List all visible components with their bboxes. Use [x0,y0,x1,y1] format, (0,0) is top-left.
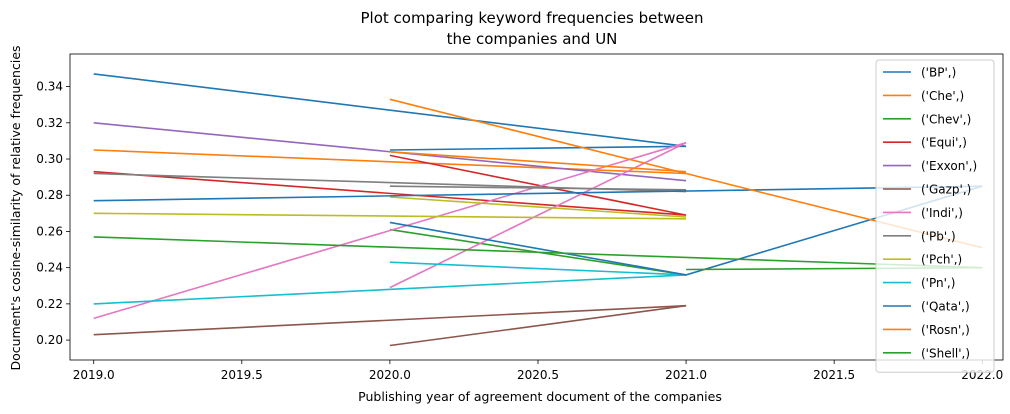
y-tick-label: 0.26 [36,224,63,238]
series-line-3 [93,154,687,216]
y-tick-label: 0.24 [36,261,63,275]
legend-label: ('Indi',) [921,206,963,220]
legend: ('BP',) ('Che',) ('Chev',) ('Equi',) ('Exxon… [875,59,995,373]
axes [69,53,1004,361]
legend-label: ('Gazp',) [921,183,971,197]
y-tick-label: 0.20 [36,333,63,347]
legend-label: ('Chev',) [921,112,971,126]
x-axis-label: Publishing year of agreement document of… [358,389,722,404]
series-line-6 [93,141,687,320]
y-tick-label: 0.30 [36,152,63,166]
series-line-0-b [389,145,687,151]
series-line-0 [93,73,687,148]
series-lines [93,73,983,347]
y-tick-label: 0.28 [36,188,63,202]
legend-label: ('Pb',) [921,229,956,243]
x-tick-label: 2020.5 [517,368,559,382]
plot-frame [69,53,1004,361]
y-tick-label: 0.32 [36,116,63,130]
x-tick-label: 2020.0 [369,368,411,382]
legend-label: ('Pn',) [921,276,955,290]
legend-label: ('BP',) [921,66,956,80]
x-tick-label: 2019.5 [221,368,263,382]
series-line-7-b [389,185,687,191]
legend-label: ('Shell',) [921,346,970,360]
x-tick-label: 2021.5 [813,368,855,382]
series-line-6-b [389,141,687,289]
chart-text: Plot comparing keyword frequencies betwe… [8,9,722,404]
series-line-4 [93,122,687,182]
y-axis-label: Document's cosine-similarity of relative… [8,45,23,370]
series-line-8 [93,212,687,220]
legend-label: ('Equi',) [921,136,967,150]
series-line-10 [93,185,983,202]
chart-title-line-1: Plot comparing keyword frequencies betwe… [360,9,703,27]
legend-label: ('Che',) [921,89,964,103]
chart-title-line-2: the companies and UN [447,30,618,48]
series-line-9 [93,274,687,305]
series-line-1 [93,149,687,175]
series-line-5 [93,304,687,336]
legend-box [875,59,995,373]
y-tick-label: 0.22 [36,297,63,311]
series-line-8-b [389,196,687,218]
series-line-5-b [389,304,687,347]
x-tick-label: 2019.0 [73,368,115,382]
series-line-12 [93,236,983,269]
legend-label: ('Qata',) [921,300,970,314]
y-tick-label: 0.34 [36,80,63,94]
series-line-9-b [389,261,687,276]
legend-label: ('Rosn',) [921,323,970,337]
legend-label: ('Exxon',) [921,159,977,173]
series-line-11-b [389,151,687,173]
legend-label: ('Pch',) [921,253,962,267]
x-tick-label: 2021.0 [665,368,707,382]
